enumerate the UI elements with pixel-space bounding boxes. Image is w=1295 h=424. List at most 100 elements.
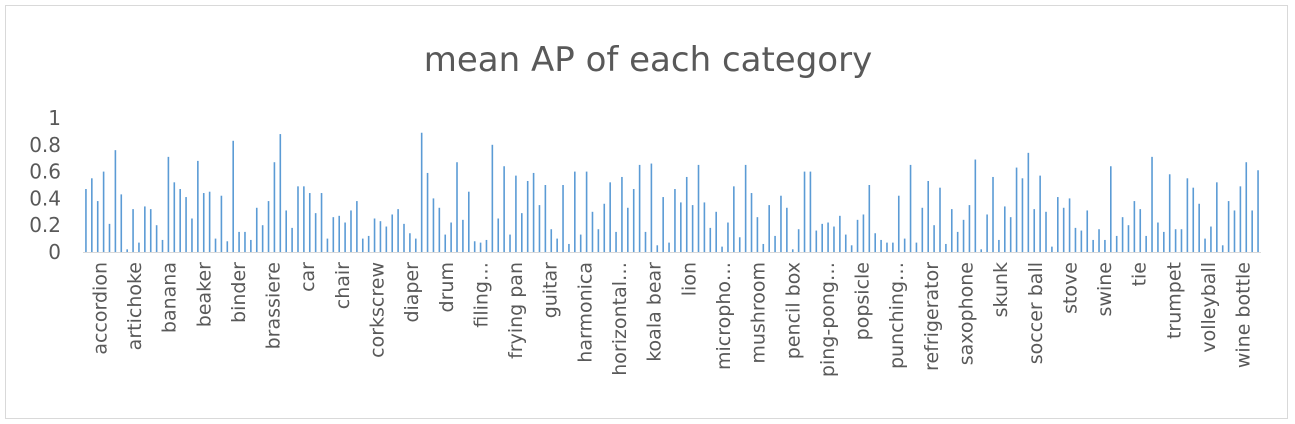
bar — [691, 205, 694, 252]
bar — [155, 225, 158, 252]
bar — [515, 175, 517, 252]
bar — [297, 186, 299, 252]
bar — [208, 191, 211, 252]
bar — [709, 227, 712, 252]
bar — [1174, 229, 1177, 252]
bar — [627, 207, 629, 252]
bar — [420, 132, 423, 252]
bar — [962, 219, 965, 252]
bar — [1198, 203, 1200, 252]
bar — [1245, 162, 1248, 252]
x-category-label: frying pan — [505, 262, 527, 359]
bar — [261, 225, 264, 252]
bar — [839, 215, 841, 252]
bar — [780, 195, 782, 252]
bar — [185, 197, 187, 252]
bar — [1121, 217, 1124, 252]
bar — [568, 243, 570, 252]
bar — [874, 233, 876, 252]
bar — [214, 238, 217, 252]
bar — [426, 172, 429, 252]
bar — [350, 210, 352, 252]
bar — [821, 223, 823, 252]
bar — [191, 218, 193, 252]
bar — [144, 206, 146, 252]
bar — [220, 195, 223, 252]
bar — [791, 249, 794, 252]
y-tick-label: 0 — [48, 240, 61, 264]
bar — [1233, 210, 1236, 252]
bar — [379, 221, 382, 252]
bar — [933, 225, 935, 252]
x-category-label: corkscrew — [367, 262, 389, 358]
bar — [1216, 182, 1218, 252]
bar — [232, 140, 234, 252]
bar — [727, 222, 729, 252]
bar — [862, 214, 865, 252]
x-category-label: chair — [332, 262, 354, 309]
bar — [680, 202, 682, 252]
bar — [521, 213, 523, 252]
bar — [1110, 166, 1112, 252]
bar — [1033, 209, 1036, 252]
bar — [1157, 222, 1159, 252]
bar — [1239, 186, 1242, 252]
x-category-label: stove — [1059, 262, 1081, 314]
bar — [644, 231, 647, 252]
bar — [202, 193, 205, 252]
bar — [1021, 178, 1024, 252]
bar — [685, 176, 688, 252]
bar — [538, 205, 541, 252]
bar — [238, 231, 240, 252]
x-category-label: micropho… — [713, 262, 735, 370]
x-category-label: brassiere — [263, 262, 285, 349]
bar — [950, 209, 953, 252]
bar — [385, 226, 388, 252]
bar — [485, 239, 488, 252]
x-category-label: koala bear — [644, 262, 666, 362]
bar — [102, 171, 105, 252]
bar — [285, 210, 287, 252]
bar — [1057, 197, 1059, 252]
bar — [432, 198, 435, 252]
bar — [668, 242, 670, 252]
bar — [414, 238, 417, 252]
x-category-label: pencil box — [782, 262, 804, 359]
bar — [762, 243, 765, 252]
bar — [744, 164, 747, 252]
bar — [473, 241, 476, 252]
bar — [815, 230, 818, 252]
x-category-label: soccer ball — [1025, 262, 1047, 364]
bar — [132, 209, 134, 252]
bar-series — [85, 132, 1259, 252]
bar — [179, 189, 181, 252]
x-category-label: filing… — [470, 262, 492, 328]
bar — [574, 171, 576, 252]
x-axis-category-labels: accordion artichoke banana beaker binder bras… — [89, 262, 1254, 377]
bar — [497, 218, 500, 252]
y-tick-label: 0.8 — [29, 133, 61, 157]
bar — [526, 180, 529, 252]
bar — [332, 217, 335, 252]
bar — [550, 229, 553, 252]
bar — [562, 185, 564, 252]
x-category-label: accordion — [89, 262, 111, 355]
bar — [250, 239, 252, 252]
bar — [921, 207, 924, 252]
y-tick-label: 0.2 — [29, 213, 61, 237]
bar — [827, 222, 829, 252]
bar — [226, 241, 229, 252]
bar — [120, 194, 123, 252]
bar — [303, 186, 305, 252]
bar — [1227, 201, 1230, 252]
x-category-label: guitar — [540, 262, 562, 318]
x-category-label: banana — [159, 262, 181, 333]
bar — [1104, 239, 1106, 252]
bar — [126, 249, 128, 252]
bar — [491, 144, 494, 252]
bar — [532, 172, 535, 252]
x-category-label: binder — [228, 262, 250, 323]
bar — [880, 239, 882, 252]
x-category-label: harmonica — [574, 262, 596, 363]
bar — [114, 150, 117, 252]
